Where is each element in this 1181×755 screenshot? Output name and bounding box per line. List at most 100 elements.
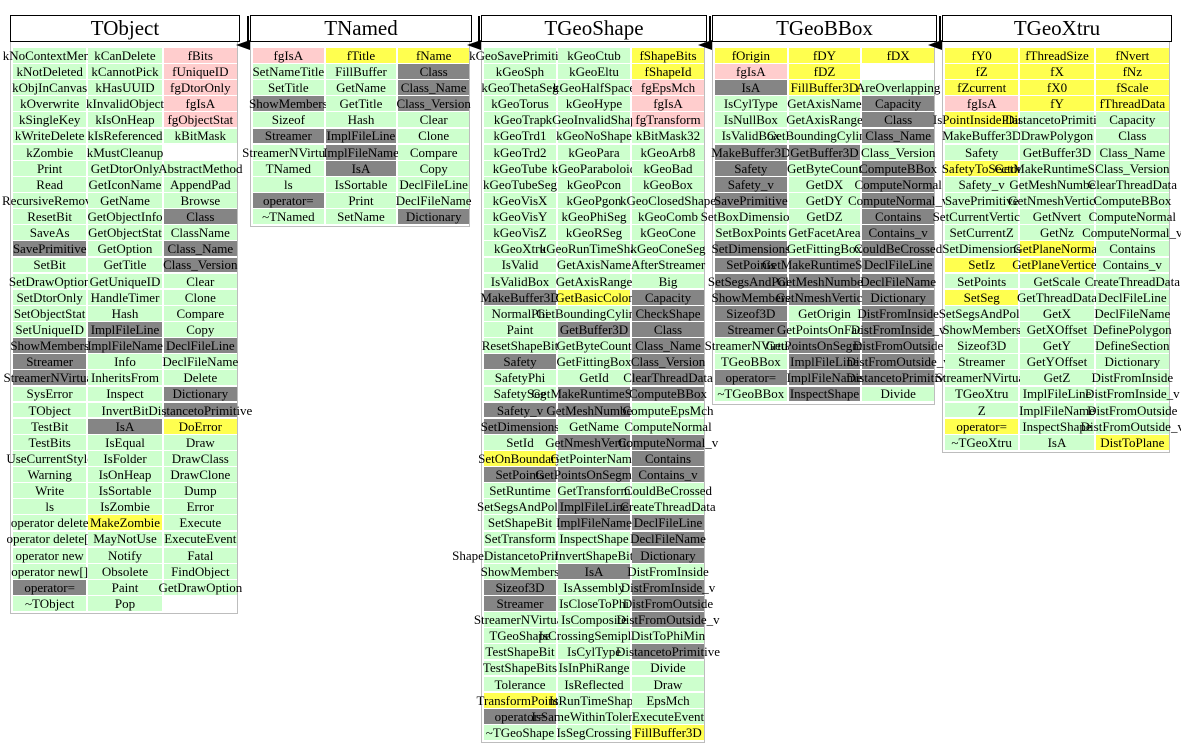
member-cell[interactable]: GetXOffset (1020, 322, 1094, 337)
member-cell[interactable]: kGeoTubeSeg (483, 176, 557, 192)
member-cell[interactable]: fZcurrent (945, 80, 1019, 96)
member-cell[interactable]: ShowMembers (10, 338, 90, 354)
member-cell[interactable]: GetOrigin (788, 305, 861, 321)
member-cell[interactable]: SetDimensions (711, 241, 791, 257)
member-cell[interactable]: StreamerNVirtual (704, 338, 798, 354)
member-cell[interactable]: kGeoTrd1 (484, 128, 556, 144)
member-cell[interactable]: Streamer (13, 354, 87, 370)
member-cell[interactable]: SetOnBoundary (478, 450, 562, 466)
member-cell[interactable]: IsReflected (558, 676, 630, 692)
member-cell[interactable]: GetAxisName (787, 96, 862, 112)
member-cell[interactable]: kCannotPick (88, 64, 162, 79)
member-cell[interactable]: ResetShapeBit (481, 338, 559, 354)
member-cell[interactable]: GetPointsOnSegments (535, 467, 653, 482)
member-cell[interactable]: DistancetoPrimitive (846, 370, 951, 386)
member-cell[interactable]: GetDZ (788, 209, 861, 224)
member-cell[interactable]: IsSegCrossing (556, 724, 632, 740)
member-cell[interactable]: IsFolder (88, 451, 162, 466)
member-cell[interactable]: fUniqueID (163, 64, 237, 79)
member-cell[interactable]: SetId (484, 434, 556, 450)
member-cell[interactable]: Sizeof (253, 112, 324, 128)
member-cell[interactable]: ComputeNormal_v (847, 192, 949, 208)
member-cell[interactable]: GetThreadData (1016, 289, 1098, 305)
member-cell[interactable]: fY0 (945, 48, 1019, 63)
member-cell[interactable]: FindObject (163, 563, 237, 579)
member-cell[interactable]: fgIsA (945, 96, 1019, 112)
member-cell[interactable]: ClearThreadData (623, 370, 713, 386)
member-cell[interactable]: InspectShape (1020, 418, 1094, 434)
member-cell[interactable]: GetBoundingCylinder (766, 128, 883, 144)
member-cell[interactable]: GetPlaneNormal (1013, 241, 1101, 257)
member-cell[interactable]: GetPointsOnSegments (765, 338, 884, 354)
member-cell[interactable]: TGeoXtru (945, 386, 1019, 402)
member-cell[interactable]: GetMeshNumbers (1009, 176, 1105, 192)
member-cell[interactable]: IsOnHeap (88, 467, 162, 482)
member-cell[interactable]: InvertBit (88, 402, 162, 418)
member-cell[interactable]: DistFromInside (1091, 370, 1174, 386)
member-cell[interactable]: GetBasicColor (555, 289, 633, 305)
member-cell[interactable]: IsSortable (325, 176, 397, 192)
member-cell[interactable]: kGeoTrd2 (484, 144, 556, 160)
member-cell[interactable]: fgIsA (163, 96, 237, 112)
member-cell[interactable]: kGeoCone (632, 225, 704, 241)
member-cell[interactable]: InspectShape (558, 531, 630, 547)
member-cell[interactable]: AppendPad (163, 176, 237, 192)
member-cell[interactable]: ClearThreadData (1087, 176, 1178, 192)
member-cell[interactable]: GetNmeshVertices (775, 289, 874, 305)
member-cell[interactable]: operator delete[] (6, 531, 93, 547)
member-cell[interactable]: Capacity (1095, 112, 1169, 128)
member-cell[interactable]: GetNmeshVertices (1008, 192, 1106, 208)
member-cell[interactable]: fDX (862, 48, 934, 63)
member-cell[interactable]: GetAxisName (556, 257, 632, 273)
member-cell[interactable]: operator new (13, 547, 87, 563)
member-cell[interactable]: operator= (13, 579, 87, 595)
member-cell[interactable]: Dictionary (632, 547, 704, 563)
member-cell[interactable]: Info (88, 354, 162, 370)
member-cell[interactable]: CouldBeCrossed (854, 241, 943, 257)
member-cell[interactable]: ComputeNormal (854, 176, 942, 192)
member-cell[interactable]: SetCurrentZ (945, 225, 1019, 241)
member-cell[interactable]: EpsMch (632, 692, 704, 708)
member-cell[interactable]: IsA (325, 160, 397, 176)
member-cell[interactable]: IsSameWithinTolerance (531, 708, 657, 724)
member-cell[interactable]: fName (398, 48, 469, 63)
member-cell[interactable]: fY (1020, 96, 1094, 112)
member-cell[interactable]: kGeoRunTimeShape (539, 241, 649, 257)
member-cell[interactable]: kGeoCtub (558, 48, 630, 63)
member-cell[interactable]: kGeoVisZ (484, 225, 556, 241)
class-title[interactable]: TGeoXtru (942, 15, 1172, 42)
member-cell[interactable]: DeclFileLine (632, 515, 704, 531)
member-cell[interactable]: Delete (163, 370, 237, 386)
member-cell[interactable]: SafetySeg (484, 386, 556, 402)
member-cell[interactable]: ImplFileLine (788, 354, 861, 370)
member-cell[interactable]: DistFromOutside (853, 338, 944, 354)
member-cell[interactable]: DistFromInside (627, 563, 709, 579)
member-cell[interactable]: Contains (632, 451, 704, 466)
member-cell[interactable]: CouldBeCrossed (623, 483, 713, 499)
member-cell[interactable]: ImplFileName (323, 144, 399, 160)
member-cell[interactable]: SavePrimitive (944, 192, 1019, 208)
member-cell[interactable]: kHasUUID (88, 80, 162, 96)
class-title[interactable]: TGeoShape (481, 15, 707, 42)
member-cell[interactable]: fgIsA (253, 48, 324, 63)
member-cell[interactable]: GetTransform (557, 483, 631, 499)
member-cell[interactable]: kGeoNoShape (556, 128, 632, 144)
member-cell[interactable]: Clone (398, 128, 469, 144)
member-cell[interactable]: ComputeNormal_v (617, 434, 719, 450)
member-cell[interactable]: ~TNamed (253, 209, 324, 224)
member-cell[interactable]: DeclFileName (395, 192, 472, 208)
member-cell[interactable]: MakeBuffer3D (711, 144, 791, 160)
member-cell[interactable]: SavePrimitive (714, 192, 788, 208)
member-cell[interactable]: kGeoConeSeg (630, 241, 706, 257)
class-title[interactable]: TObject (10, 15, 240, 42)
member-cell[interactable]: SafetyPhi (484, 370, 556, 386)
member-cell[interactable]: Class_Version (1095, 160, 1170, 176)
member-cell[interactable]: DistFromOutside (622, 595, 714, 611)
member-cell[interactable]: ShowMembers (711, 289, 791, 305)
member-cell[interactable]: ImplFileLine (88, 322, 162, 337)
member-cell[interactable]: fTitle (325, 48, 397, 63)
member-cell[interactable]: SetShapeBit (484, 515, 556, 531)
member-cell[interactable]: fDZ (788, 64, 861, 79)
member-cell[interactable]: kBitMask32 (632, 128, 704, 144)
member-cell[interactable]: SetObjectStat (13, 305, 87, 321)
